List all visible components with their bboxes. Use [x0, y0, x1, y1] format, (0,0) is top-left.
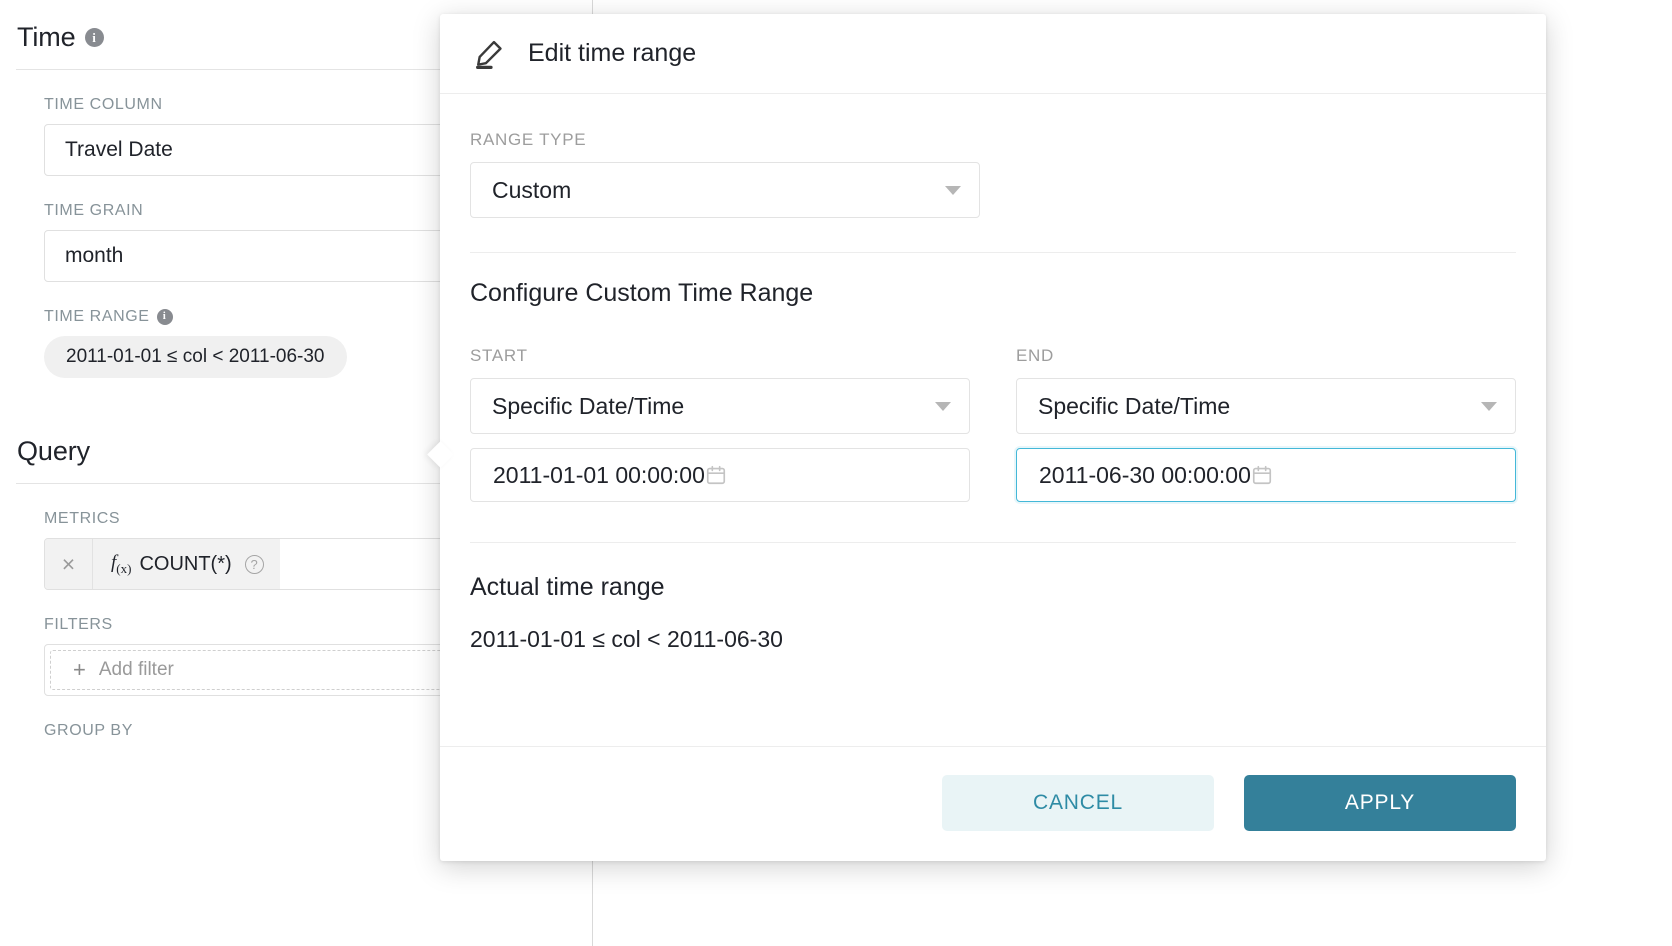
start-mode-select[interactable]: Specific Date/Time [470, 378, 970, 434]
start-group: START Specific Date/Time 2011-01-01 00:0… [470, 310, 970, 502]
time-range-pill[interactable]: 2011-01-01 ≤ col < 2011-06-30 [44, 336, 347, 378]
start-label: START [470, 346, 528, 365]
range-type-value: Custom [492, 176, 572, 203]
modal-footer: CANCEL APPLY [440, 746, 1546, 861]
function-icon: f(x) [111, 551, 132, 576]
start-datetime-value: 2011-01-01 00:00:00 [493, 461, 705, 488]
metric-label: COUNT(*) [139, 552, 232, 575]
pencil-icon [473, 37, 507, 71]
modal-title: Edit time range [528, 39, 697, 67]
range-type-select[interactable]: Custom [470, 162, 980, 218]
end-datetime-input[interactable]: 2011-06-30 00:00:00 [1016, 448, 1516, 502]
modal-header: Edit time range [440, 14, 1546, 94]
time-column-value: Travel Date [65, 138, 173, 161]
metrics-label: METRICS [44, 510, 121, 527]
plus-icon: + [73, 657, 86, 682]
actual-time-range-value: 2011-01-01 ≤ col < 2011-06-30 [470, 626, 783, 652]
modal-divider-top [470, 252, 1516, 253]
query-section-title: Query [17, 436, 91, 466]
configure-heading: Configure Custom Time Range [470, 279, 814, 307]
end-label: END [1016, 346, 1054, 365]
add-filter-button[interactable]: + Add filter [50, 650, 542, 690]
apply-button[interactable]: APPLY [1244, 775, 1516, 831]
time-range-label: TIME RANGE i [44, 308, 548, 326]
start-datetime-input[interactable]: 2011-01-01 00:00:00 [470, 448, 970, 502]
edit-time-range-modal: Edit time range RANGE TYPE Custom Config… [427, 14, 1546, 861]
filters-label: FILTERS [44, 616, 113, 633]
help-icon[interactable]: ? [244, 554, 264, 574]
chevron-down-icon [1481, 401, 1497, 411]
end-group: END Specific Date/Time 2011-06-30 00:00:… [1016, 310, 1516, 502]
time-section-rule [16, 69, 576, 70]
query-section-rule [16, 483, 576, 484]
modal-divider-mid [470, 542, 1516, 543]
time-section-header: Time i [16, 0, 576, 51]
info-icon[interactable]: i [156, 309, 173, 325]
actual-time-range-heading: Actual time range [470, 573, 665, 601]
info-icon[interactable]: i [84, 28, 104, 47]
time-column-label: TIME COLUMN [44, 96, 163, 113]
start-mode-value: Specific Date/Time [492, 392, 685, 419]
time-grain-label: TIME GRAIN [44, 202, 144, 219]
range-type-group: RANGE TYPE Custom [470, 94, 980, 218]
chevron-down-icon [935, 401, 951, 411]
end-mode-select[interactable]: Specific Date/Time [1016, 378, 1516, 434]
group-by-label: GROUP BY [44, 722, 133, 739]
time-range-value: 2011-01-01 ≤ col < 2011-06-30 [66, 346, 325, 367]
add-filter-label: Add filter [98, 659, 174, 680]
range-type-label: RANGE TYPE [470, 130, 587, 149]
calendar-icon[interactable] [705, 464, 727, 486]
metric-chip[interactable]: × f(x) COUNT(*) ? [45, 539, 280, 589]
calendar-icon[interactable] [1251, 464, 1273, 486]
time-grain-value: month [65, 244, 124, 267]
query-section-header: Query [16, 378, 576, 465]
end-mode-value: Specific Date/Time [1038, 392, 1231, 419]
chevron-down-icon [945, 185, 961, 195]
modal-body: RANGE TYPE Custom Configure Custom Time … [440, 94, 1546, 746]
cancel-button[interactable]: CANCEL [942, 775, 1214, 831]
time-section-title: Time [17, 22, 76, 52]
end-datetime-value: 2011-06-30 00:00:00 [1039, 461, 1251, 488]
start-end-grid: START Specific Date/Time 2011-01-01 00:0… [470, 310, 1516, 502]
remove-metric-icon[interactable]: × [45, 539, 93, 589]
time-range-label-text: TIME RANGE [44, 308, 150, 325]
